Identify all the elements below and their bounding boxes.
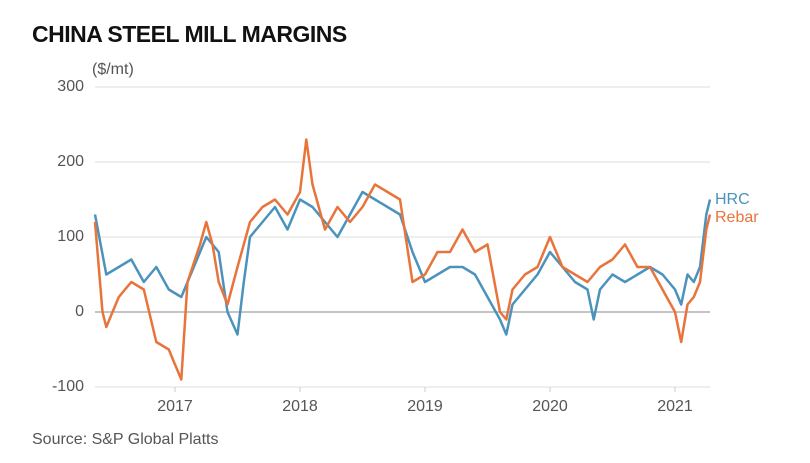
x-tick-label: 2021 [657, 398, 693, 415]
x-tick-label: 2018 [282, 398, 318, 415]
line [93, 138, 712, 381]
x-tick-label: 2020 [532, 398, 568, 415]
source: Source: S&P Global Platts [32, 431, 218, 448]
legend-label: HRC [715, 191, 750, 208]
y-tick-label: 200 [57, 153, 84, 170]
chart-title: CHINA STEEL MILL MARGINS [32, 21, 347, 47]
x-tick-label: 2019 [407, 398, 443, 415]
y-tick-label: -100 [52, 378, 84, 395]
y-axis-label: ($/mt) [92, 61, 134, 78]
line [93, 190, 712, 336]
y-tick-label: 300 [57, 78, 84, 95]
x-tick-label: 2017 [157, 398, 193, 415]
y-tick-label: 100 [57, 228, 84, 245]
y-tick-label: 0 [75, 303, 84, 320]
legend-label: Rebar [715, 209, 759, 226]
